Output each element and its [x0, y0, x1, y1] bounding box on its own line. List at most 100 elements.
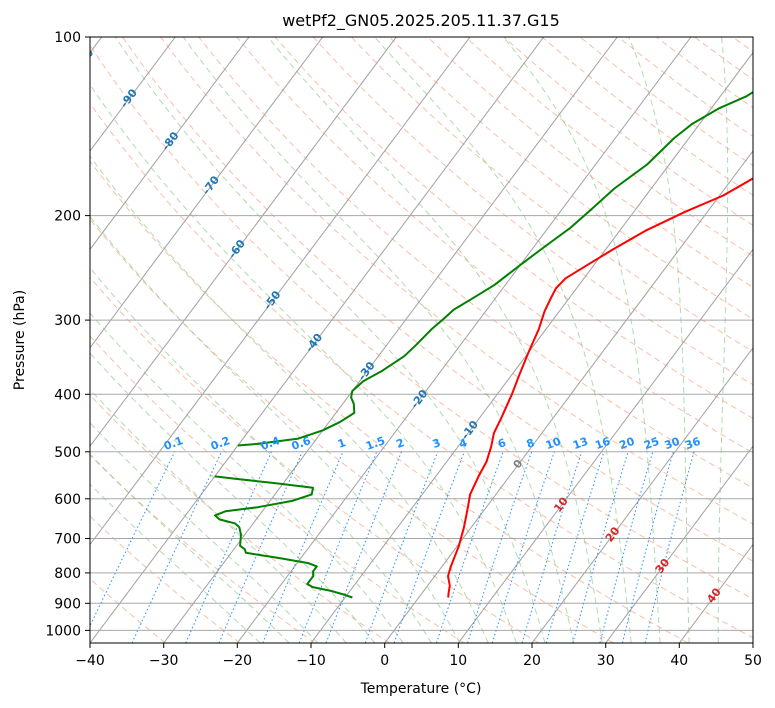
isotherm-line: [236, 37, 692, 643]
moist-adiabat-line: [182, 37, 575, 643]
x-tick-label: 20: [523, 653, 541, 669]
isotherm-line: [90, 37, 250, 251]
dry-adiabat-line: [90, 44, 753, 600]
mixing-ratio-label: 6: [496, 436, 508, 451]
isotherm-line: [605, 445, 753, 643]
temperature-line: [447, 177, 753, 598]
mixing-ratio-line: [90, 451, 176, 627]
mixing-ratio-line: [572, 451, 629, 643]
chart-title: wetPf2_GN05.2025.205.11.37.G15: [282, 11, 560, 31]
mixing-ratio-label: 0.1: [162, 434, 185, 453]
moist-adiabat-line: [90, 312, 404, 643]
x-tick-label: 30: [597, 653, 615, 669]
mixing-ratio-line: [218, 451, 303, 643]
mixing-ratio-label: 0.6: [290, 434, 313, 453]
y-tick-label: 100: [54, 30, 81, 46]
dry-adiabat-line: [90, 394, 390, 643]
x-tick-label: −30: [149, 653, 179, 669]
mixing-ratio-line: [491, 451, 555, 643]
mixing-ratio-line: [467, 451, 533, 643]
mixing-ratio-label: 30: [663, 435, 682, 453]
y-tick-label: 500: [54, 445, 81, 461]
moist-adiabat-line: [114, 37, 546, 643]
dry-adiabat-line: [90, 218, 614, 643]
moist-adiabat-line: [90, 352, 376, 643]
y-tick-label: 1000: [45, 623, 81, 639]
mixing-ratio-line: [393, 451, 465, 643]
dry-adiabat-line: [274, 37, 753, 419]
sounding-profiles: [214, 91, 753, 599]
dry-adiabat-line: [160, 37, 753, 525]
mixing-ratio-line: [435, 451, 504, 643]
mixing-ratio-line: [298, 451, 378, 643]
y-tick-label: 800: [54, 566, 81, 582]
mixing-ratio-line: [262, 451, 344, 643]
moist-adiabat-line: [90, 483, 261, 643]
moist-adiabat-line: [503, 37, 661, 643]
isotherm-line: [163, 37, 618, 643]
isotherm-line: [90, 37, 324, 349]
dry-adiabat-line: [90, 454, 315, 643]
y-tick-label: 700: [54, 532, 81, 548]
dry-adiabat-line: [122, 37, 753, 562]
mixing-ratio-label: 25: [642, 435, 661, 452]
isotherm-line: [90, 37, 471, 546]
x-tick-label: −20: [223, 653, 253, 669]
y-tick-label: 300: [54, 313, 81, 329]
moist-adiabat-line: [717, 37, 729, 643]
mixing-ratio-line: [545, 451, 605, 643]
dry-adiabat-line: [90, 335, 465, 643]
x-tick-label: 10: [449, 653, 467, 669]
y-tick-label: 200: [54, 209, 81, 225]
moist-adiabat-line: [90, 453, 290, 643]
isotherm-line: [457, 248, 753, 643]
dewpoint-upper-line: [237, 91, 753, 447]
mixing-ratio-line: [599, 451, 654, 643]
pressure-gridlines: [90, 37, 753, 631]
mixing-ratio-lines: [90, 451, 695, 643]
mixing-ratio-labels: 0.1 0.2 0.4 0.6 1 1.5 2 3 4 6 8 10 13 16 20 25 30 36: [162, 434, 702, 453]
y-tick-label: 400: [54, 387, 81, 403]
x-tick-label: −10: [296, 653, 326, 669]
isotherm-line: [90, 37, 397, 448]
x-tick-label: −40: [75, 653, 105, 669]
x-tick-label: 0: [380, 653, 389, 669]
isotherm-line: [90, 37, 545, 643]
x-axis: −40 −30 −20 −10 0 10 20 30 40 50: [75, 643, 762, 669]
mixing-ratio-label: 1.5: [364, 434, 387, 453]
mixing-ratio-label: 13: [571, 435, 590, 452]
moist-adiabat-line: [90, 422, 319, 643]
moist-adiabat-line: [628, 37, 690, 643]
mixing-ratio-label: 1: [336, 436, 348, 451]
y-axis: 100 200 300 400 500 600 700 800 900 1000: [45, 30, 90, 639]
mixing-ratio-line: [521, 451, 583, 643]
x-tick-label: 40: [670, 653, 688, 669]
dry-adiabat-line: [312, 37, 753, 386]
mixing-ratio-line: [364, 451, 439, 643]
isotherm-line: [531, 346, 753, 643]
plot-frame: [89, 36, 754, 644]
mixing-ratio-line: [325, 451, 402, 643]
moist-adiabat-line: [90, 388, 347, 643]
dewpoint-line: [214, 475, 353, 599]
y-tick-label: 900: [54, 596, 81, 612]
moist-adiabat-line: [374, 37, 632, 643]
isotherm-line: [90, 37, 176, 152]
dry-adiabat-line: [350, 37, 753, 353]
dry-adiabat-line: [90, 578, 166, 643]
dry-adiabat-line: [90, 160, 689, 643]
dry-adiabats: [90, 37, 753, 643]
moist-adiabat-line: [90, 83, 517, 643]
x-axis-label: Temperature (°C): [360, 681, 482, 697]
y-axis-label: Pressure (hPa): [12, 290, 28, 390]
mixing-ratio-label: 0.4: [259, 434, 282, 453]
y-tick-label: 600: [54, 492, 81, 508]
x-tick-label: 50: [744, 653, 762, 669]
mixing-ratio-label: 36: [683, 435, 702, 453]
mixing-ratio-label: 0.2: [209, 434, 232, 453]
mixing-ratio-label: 16: [593, 435, 612, 453]
mixing-ratio-label: 20: [617, 435, 636, 453]
mixing-ratio-label: 2: [394, 436, 406, 451]
